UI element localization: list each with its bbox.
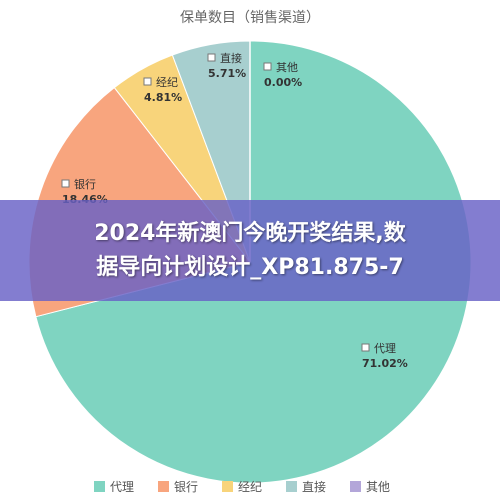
legend-label-经纪: 经纪: [238, 480, 262, 494]
legend-swatch-银行: [158, 481, 169, 492]
slice-pct-其他: 0.00%: [264, 76, 302, 89]
legend-swatch-其他: [350, 481, 361, 492]
legend-label-直接: 直接: [302, 479, 326, 494]
slice-name-银行: 银行: [74, 177, 96, 191]
legend-label-银行: 银行: [174, 480, 198, 494]
legend-swatch-经纪: [222, 481, 233, 492]
label-marker-其他: [263, 62, 272, 71]
label-marker-银行: [61, 179, 70, 188]
slice-pct-经纪: 4.81%: [144, 91, 182, 104]
legend-swatch-直接: [286, 481, 297, 492]
legend-label-其他: 其他: [366, 480, 390, 494]
banner-line-2: 据导向计划设计_XP81.875-7: [96, 254, 404, 280]
slice-name-直接: 直接: [220, 51, 242, 65]
chart-legend: 代理 银行 经纪 直接 其他: [94, 479, 390, 494]
slice-pct-直接: 5.71%: [208, 67, 246, 80]
slice-pct-代理: 71.02%: [362, 357, 408, 370]
overlay-banner: 2024年新澳门今晚开奖结果,数 据导向计划设计_XP81.875-7: [0, 200, 500, 301]
label-marker-直接: [207, 53, 216, 62]
legend-swatch-代理: [94, 481, 105, 492]
legend-label-代理: 代理: [110, 480, 134, 494]
chart-title: 保单数目（销售渠道）: [180, 10, 320, 26]
label-marker-经纪: [143, 77, 152, 86]
slice-name-经纪: 经纪: [156, 76, 178, 89]
slice-name-其他: 其他: [276, 61, 298, 74]
label-marker-代理: [361, 343, 370, 352]
slice-name-代理: 代理: [374, 342, 396, 355]
banner-line-1: 2024年新澳门今晚开奖结果,数: [94, 220, 406, 246]
